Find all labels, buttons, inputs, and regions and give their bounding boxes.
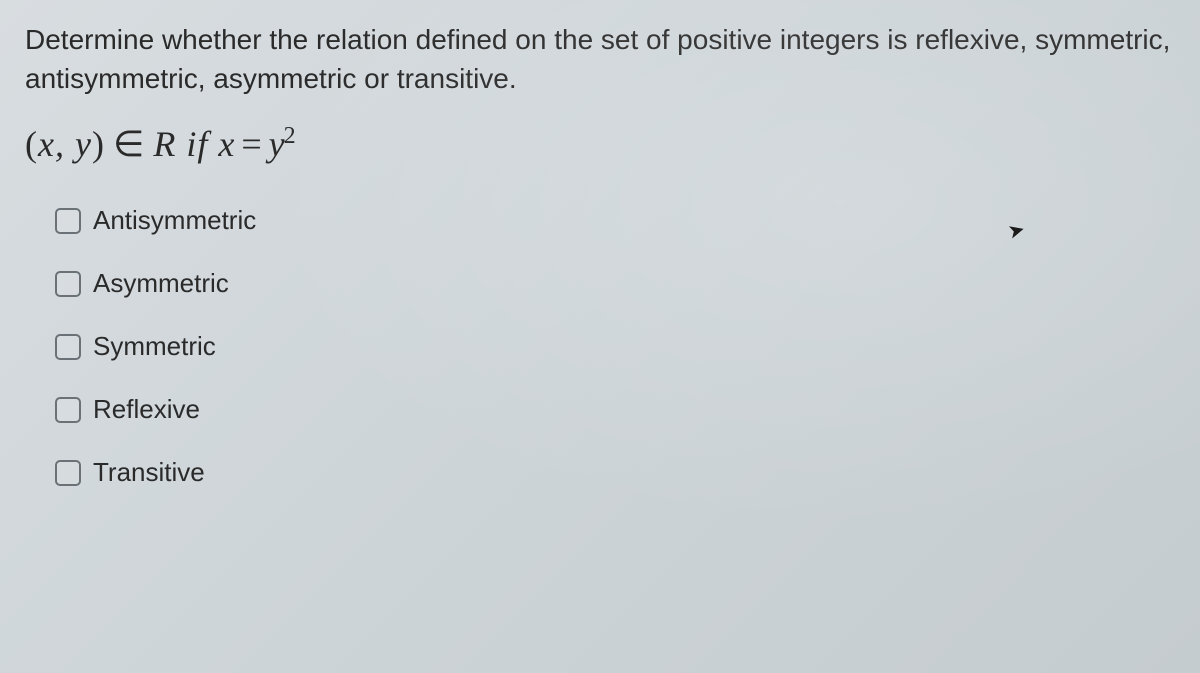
question-text: Determine whether the relation defined o… — [25, 20, 1175, 98]
formula-rhs-exp: 2 — [284, 123, 297, 149]
formula-lhs: x — [218, 124, 235, 164]
formula-if: if — [176, 124, 218, 164]
option-transitive[interactable]: Transitive — [55, 457, 1175, 488]
question-formula: (x, y)∈R if x=y2 — [25, 123, 1175, 165]
option-label-transitive: Transitive — [93, 457, 205, 488]
formula-close-paren: ) — [92, 124, 105, 164]
checkbox-antisymmetric[interactable] — [55, 208, 81, 234]
formula-set-r: R — [153, 124, 176, 164]
formula-element-of: ∈ — [113, 124, 145, 164]
options-list: Antisymmetric Asymmetric Symmetric Refle… — [25, 205, 1175, 488]
option-label-reflexive: Reflexive — [93, 394, 200, 425]
option-label-asymmetric: Asymmetric — [93, 268, 229, 299]
formula-open-paren: ( — [25, 124, 38, 164]
formula-comma: , — [55, 124, 75, 164]
option-reflexive[interactable]: Reflexive — [55, 394, 1175, 425]
option-label-symmetric: Symmetric — [93, 331, 216, 362]
formula-equals: = — [241, 124, 262, 164]
formula-var-x: x — [38, 124, 55, 164]
checkbox-reflexive[interactable] — [55, 397, 81, 423]
checkbox-symmetric[interactable] — [55, 334, 81, 360]
option-asymmetric[interactable]: Asymmetric — [55, 268, 1175, 299]
option-symmetric[interactable]: Symmetric — [55, 331, 1175, 362]
formula-var-y: y — [75, 124, 92, 164]
option-label-antisymmetric: Antisymmetric — [93, 205, 256, 236]
checkbox-asymmetric[interactable] — [55, 271, 81, 297]
checkbox-transitive[interactable] — [55, 460, 81, 486]
